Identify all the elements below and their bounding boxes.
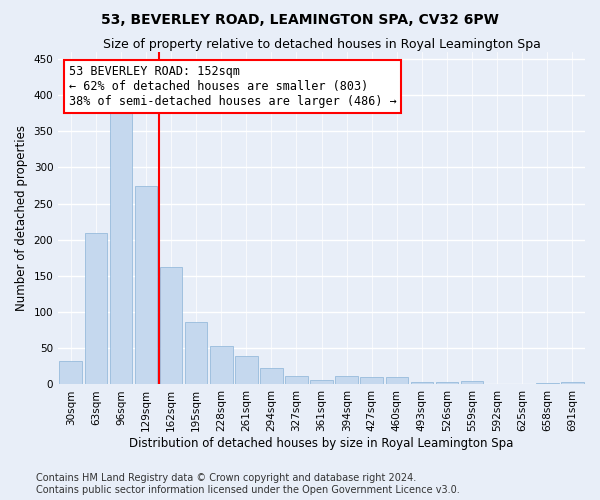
Bar [285,376,308,384]
Bar [436,382,458,384]
Text: 53, BEVERLEY ROAD, LEAMINGTON SPA, CV32 6PW: 53, BEVERLEY ROAD, LEAMINGTON SPA, CV32 … [101,12,499,26]
X-axis label: Distribution of detached houses by size in Royal Leamington Spa: Distribution of detached houses by size … [130,437,514,450]
Bar [335,376,358,384]
Bar [134,186,157,384]
Bar [59,362,82,384]
Bar [561,382,584,384]
Bar [386,377,408,384]
Bar [310,380,333,384]
Bar [461,381,484,384]
Bar [85,234,107,384]
Bar [260,368,283,384]
Text: Contains HM Land Registry data © Crown copyright and database right 2024.
Contai: Contains HM Land Registry data © Crown c… [36,474,460,495]
Bar [160,268,182,384]
Bar [536,383,559,384]
Text: 53 BEVERLEY ROAD: 152sqm
← 62% of detached houses are smaller (803)
38% of semi-: 53 BEVERLEY ROAD: 152sqm ← 62% of detach… [69,65,397,108]
Y-axis label: Number of detached properties: Number of detached properties [15,125,28,311]
Bar [235,356,257,384]
Bar [185,322,208,384]
Title: Size of property relative to detached houses in Royal Leamington Spa: Size of property relative to detached ho… [103,38,541,51]
Bar [110,112,132,384]
Bar [410,382,433,384]
Bar [361,376,383,384]
Bar [210,346,233,385]
